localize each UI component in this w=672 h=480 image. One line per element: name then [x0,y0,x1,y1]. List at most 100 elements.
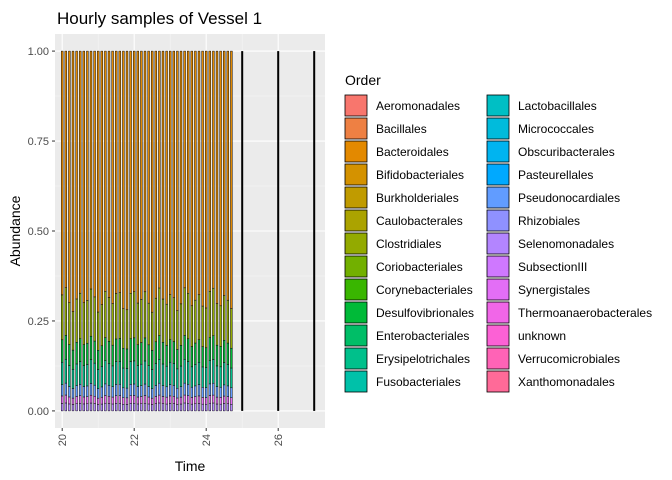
bar-segment [136,396,139,405]
bar-segment [208,337,211,361]
legend-key [486,232,510,255]
bar-segment [190,397,193,405]
bar-segment [187,403,190,412]
bar-segment [147,302,150,346]
bar-segment [129,338,132,362]
legend-label: Obscuribacterales [518,145,615,159]
bar-segment [205,307,208,349]
bar-segment [68,344,71,366]
y-tick-label: 0.50 [28,226,49,238]
bar-segment [223,384,226,397]
bar-segment [190,346,193,368]
bar-segment [179,396,183,405]
bar-segment [197,361,201,385]
bar-segment [172,363,175,386]
bar-segment [136,403,139,412]
bar-segment [183,50,186,289]
bar-segment [97,388,100,399]
legend-key [486,278,510,301]
bar-segment [179,386,183,398]
legend-label: Enterobacteriales [376,329,469,343]
bar-segment [118,395,121,404]
bar-segment [122,387,125,398]
bar-segment [136,302,139,346]
bar-segment [205,397,208,405]
bar-segment [104,395,107,404]
legend-label: Aeromonadales [376,99,460,113]
bar-segment [226,342,229,365]
bar-segment [118,50,121,293]
bar-segment [151,397,154,405]
bar-segment [118,403,121,412]
bar-segment [201,305,204,347]
bar-segment [93,403,96,412]
bar-segment [89,383,93,396]
bar-segment [205,404,208,412]
bar-segment [115,50,118,294]
bar-segment [68,403,71,412]
bar-segment [86,403,89,412]
legend-key [486,255,510,278]
bar-segment [219,305,222,347]
bar-segment [147,344,150,366]
legend-label: unknown [518,329,566,343]
legend-label: Burkholderiales [376,191,459,205]
x-axis-label: Time [175,458,206,474]
bar-segment [115,361,118,385]
bar-segment [79,395,82,404]
bar-segment [165,345,168,367]
bar-segment [201,346,204,368]
bar-segment [179,303,183,346]
bar-segment [154,297,157,343]
bar-segment [172,385,175,397]
bar-segment [100,386,103,398]
bar-segment [125,404,129,412]
bar-segment [75,385,78,397]
bar-isolated [277,51,280,411]
x-axis: 20 22 24 26 [57,428,285,446]
bar-segment [133,50,136,292]
legend-label: Corynebacteriales [376,283,473,297]
legend-label: Caulobacterales [376,214,463,228]
bar-segment [161,342,165,365]
bar-segment [129,50,132,294]
y-tick-label: 0.00 [28,406,49,418]
bar-segment [179,345,183,367]
bar-segment [115,384,118,396]
bar-segment [215,403,219,412]
bar-segment [187,384,190,396]
bar-segment [230,347,233,369]
bar-segment [158,359,161,384]
bar-segment [86,364,89,387]
bar-segment [169,403,172,412]
bar-segment [125,397,129,405]
legend-key [344,117,368,140]
bar-segment [104,50,107,292]
bar-segment [111,365,114,387]
legend-key [486,186,510,209]
bar-segment [223,362,226,386]
bar-segment [93,384,96,397]
bar-segment [215,303,219,346]
bar-segment [223,340,226,363]
bar-segment [61,339,64,363]
bar-segment [104,360,107,385]
bar-segment [161,396,165,404]
legend-key [486,301,510,324]
x-tick-label: 22 [129,434,141,446]
bar-segment [176,310,179,350]
bar-segment [143,383,147,396]
bar-segment [230,397,233,405]
bar-segment [115,403,118,412]
legend-key [344,140,368,163]
bar-segment [158,382,161,396]
bar-segment [194,342,197,365]
bar-segment [97,350,100,370]
legend-label: Thermoanaerobacterales [518,306,652,320]
bar-segment [129,293,132,340]
bar-segment [176,50,179,311]
bar-segment [107,50,111,298]
bar-segment [197,384,201,397]
bar-segment [86,385,89,397]
